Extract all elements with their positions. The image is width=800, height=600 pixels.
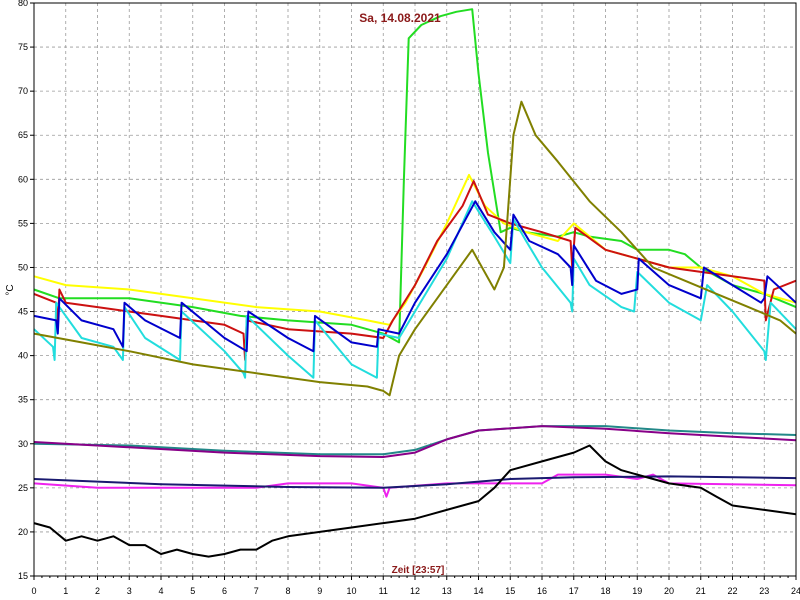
x-tick-label: 6 — [222, 586, 227, 596]
x-tick-label: 5 — [190, 586, 195, 596]
y-tick-label: 35 — [18, 395, 28, 405]
chart-title: Sa, 14.08.2021 — [359, 11, 441, 25]
x-tick-label: 0 — [31, 586, 36, 596]
x-tick-label: 14 — [473, 586, 483, 596]
series-line-6 — [33, 100, 797, 397]
x-tick-label: 10 — [346, 586, 356, 596]
series-line-10 — [33, 475, 797, 489]
series-line-8 — [33, 425, 797, 458]
x-tick-label: 7 — [254, 586, 259, 596]
y-tick-label: 60 — [18, 174, 28, 184]
y-tick-label: 55 — [18, 218, 28, 228]
x-tick-label: 13 — [442, 586, 452, 596]
x-tick-label: 1 — [63, 586, 68, 596]
x-tick-label: 17 — [569, 586, 579, 596]
x-tick-label: 18 — [600, 586, 610, 596]
x-tick-label: 3 — [127, 586, 132, 596]
x-tick-label: 4 — [158, 586, 163, 596]
x-axis-label: Zeit [23:57] — [392, 565, 445, 576]
grid — [34, 3, 796, 576]
y-tick-label: 20 — [18, 527, 28, 537]
x-tick-label: 16 — [537, 586, 547, 596]
y-tick-label: 80 — [18, 0, 28, 8]
series-line-11 — [33, 444, 797, 558]
y-tick-label: 65 — [18, 130, 28, 140]
y-tick-label: 70 — [18, 86, 28, 96]
y-tick-label: 15 — [18, 571, 28, 581]
x-tick-label: 20 — [664, 586, 674, 596]
y-axis-label: °C — [5, 284, 16, 295]
y-tick-label: 50 — [18, 262, 28, 272]
y-tick-label: 75 — [18, 42, 28, 52]
x-tick-label: 9 — [317, 586, 322, 596]
y-tick-label: 30 — [18, 439, 28, 449]
series-line-5 — [33, 200, 797, 353]
x-tick-label: 2 — [95, 586, 100, 596]
axis-ticks: 0 1 2 3 4 5 6 7 8 9 10 11 12 13 14 15 16 17 18 19 20 21 22 23 24… — [18, 0, 800, 596]
x-tick-label: 22 — [727, 586, 737, 596]
x-tick-label: 23 — [759, 586, 769, 596]
x-tick-label: 24 — [791, 586, 800, 596]
series-line-1 — [33, 8, 797, 344]
y-tick-label: 45 — [18, 307, 28, 317]
y-tick-label: 40 — [18, 351, 28, 361]
x-tick-label: 8 — [285, 586, 290, 596]
x-tick-label: 19 — [632, 586, 642, 596]
y-tick-label: 25 — [18, 483, 28, 493]
x-tick-label: 11 — [379, 586, 388, 596]
x-tick-label: 15 — [505, 586, 515, 596]
series-line-3 — [33, 180, 797, 361]
series-line-4 — [33, 200, 797, 379]
x-tick-label: 21 — [696, 586, 706, 596]
x-tick-label: 12 — [410, 586, 420, 596]
series-lines — [33, 8, 797, 558]
